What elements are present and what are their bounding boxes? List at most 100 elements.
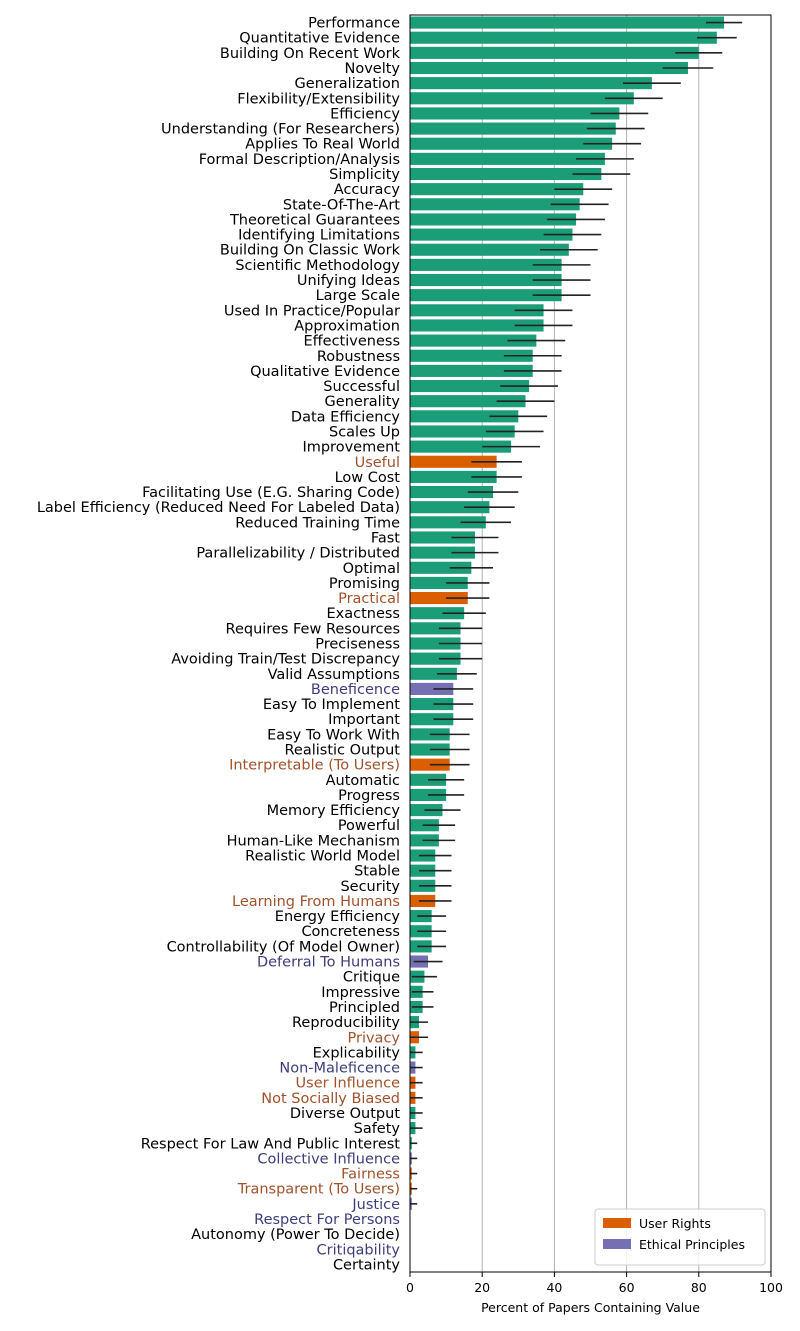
category-label-transparent-to-users: Transparent (To Users) xyxy=(237,1182,400,1198)
bar-applies-to-real-world xyxy=(410,137,613,150)
category-label-critiqability: Critiqability xyxy=(317,1242,401,1258)
category-label-valid-assumptions: Valid Assumptions xyxy=(268,667,400,683)
bar-generality xyxy=(410,395,526,408)
bar-data-efficiency xyxy=(410,410,519,423)
category-label-label-efficiency-reduced-need-for-labeled-data: Label Efficiency (Reduced Need For Label… xyxy=(37,500,400,516)
category-label-novelty: Novelty xyxy=(344,61,400,77)
category-label-security: Security xyxy=(340,879,400,895)
category-label-fast: Fast xyxy=(371,530,400,546)
category-label-fairness: Fairness xyxy=(341,1167,400,1183)
category-label-useful: Useful xyxy=(355,455,400,471)
category-label-qualitative-evidence: Qualitative Evidence xyxy=(250,364,400,380)
category-label-approximation: Approximation xyxy=(294,318,400,334)
bar-scales-up xyxy=(410,425,515,438)
bar-beneficence xyxy=(410,682,454,695)
bar-important xyxy=(410,713,454,726)
legend-swatch-user-rights xyxy=(603,1218,631,1228)
category-label-data-efficiency: Data Efficiency xyxy=(291,409,400,425)
category-label-preciseness: Preciseness xyxy=(315,637,400,653)
bar-reduced-training-time xyxy=(410,516,486,529)
bar-performance xyxy=(410,16,725,29)
bar-useful xyxy=(410,455,497,468)
bar-formal-description-analysis xyxy=(410,152,605,165)
category-label-deferral-to-humans: Deferral To Humans xyxy=(257,955,400,971)
category-label-used-in-practice-popular: Used In Practice/Popular xyxy=(224,303,400,319)
category-label-justice: Justice xyxy=(351,1197,400,1213)
category-label-applies-to-real-world: Applies To Real World xyxy=(245,137,400,153)
bar-avoiding-train-test-discrepancy xyxy=(410,652,461,665)
x-tick-label-0: 0 xyxy=(406,1280,414,1295)
bar-label-efficiency-reduced-need-for-labeled-data xyxy=(410,501,490,514)
bar-scientific-methodology xyxy=(410,258,562,271)
bar-valid-assumptions xyxy=(410,667,457,680)
category-label-reproducibility: Reproducibility xyxy=(292,1015,400,1031)
category-label-critique: Critique xyxy=(343,970,400,986)
bar-robustness xyxy=(410,349,533,362)
bar-promising xyxy=(410,576,468,589)
category-label-progress: Progress xyxy=(338,788,400,804)
bar-successful xyxy=(410,379,530,393)
x-tick-label-100: 100 xyxy=(759,1280,783,1295)
category-label-not-socially-biased: Not Socially Biased xyxy=(261,1091,400,1107)
category-label-formal-description-analysis: Formal Description/Analysis xyxy=(199,152,400,168)
category-label-performance: Performance xyxy=(308,16,400,32)
bar-preciseness xyxy=(410,637,461,650)
bar-quantitative-evidence xyxy=(410,31,717,44)
bar-generalization xyxy=(410,77,652,90)
category-label-easy-to-work-with: Easy To Work With xyxy=(267,727,400,743)
category-label-robustness: Robustness xyxy=(317,349,400,365)
bar-understanding-for-researchers xyxy=(410,122,616,135)
bar-interpretable-to-users xyxy=(410,758,450,771)
category-label-theoretical-guarantees: Theoretical Guarantees xyxy=(229,212,400,228)
bar-state-of-the-art xyxy=(410,198,580,211)
x-tick-label-40: 40 xyxy=(546,1280,562,1295)
bar-requires-few-resources xyxy=(410,622,461,635)
category-label-principled: Principled xyxy=(329,1000,400,1016)
category-label-generalization: Generalization xyxy=(295,76,400,92)
category-label-energy-efficiency: Energy Efficiency xyxy=(275,909,401,925)
category-label-certainty: Certainty xyxy=(333,1257,400,1273)
category-label-flexibility-extensibility: Flexibility/Extensibility xyxy=(237,91,400,107)
category-label-beneficence: Beneficence xyxy=(311,682,400,698)
category-label-stable: Stable xyxy=(354,864,400,880)
bar-qualitative-evidence xyxy=(410,364,533,377)
category-label-low-cost: Low Cost xyxy=(335,470,401,486)
bar-low-cost xyxy=(410,470,497,483)
category-label-optimal: Optimal xyxy=(343,561,400,577)
category-label-respect-for-persons: Respect For Persons xyxy=(254,1212,400,1228)
bar-parallelizability-distributed xyxy=(410,546,475,559)
category-label-respect-for-law-and-public-interest: Respect For Law And Public Interest xyxy=(141,1136,401,1152)
x-tick-label-60: 60 xyxy=(619,1280,635,1295)
category-label-concreteness: Concreteness xyxy=(301,924,400,940)
category-label-state-of-the-art: State-Of-The-Art xyxy=(283,197,400,213)
bar-exactness xyxy=(410,607,465,620)
category-label-memory-efficiency: Memory Efficiency xyxy=(267,803,401,819)
bar-flexibility-extensibility xyxy=(410,92,634,105)
bar-effectiveness xyxy=(410,334,537,347)
category-label-diverse-output: Diverse Output xyxy=(290,1106,400,1122)
error-bars xyxy=(410,21,743,1205)
x-axis-label: Percent of Papers Containing Value xyxy=(481,1300,700,1315)
category-label-successful: Successful xyxy=(323,379,400,395)
category-label-automatic: Automatic xyxy=(326,773,400,789)
bar-facilitating-use-e-g-sharing-code xyxy=(410,485,494,499)
category-label-promising: Promising xyxy=(329,576,400,592)
category-label-accuracy: Accuracy xyxy=(334,182,401,198)
category-label-controllability-of-model-owner: Controllability (Of Model Owner) xyxy=(167,939,400,955)
plot-frame xyxy=(409,14,772,1273)
bar-easy-to-work-with xyxy=(410,728,450,741)
bar-approximation xyxy=(410,319,544,332)
category-label-easy-to-implement: Easy To Implement xyxy=(263,697,400,713)
bar-used-in-practice-popular xyxy=(410,304,544,317)
bar-fast xyxy=(410,531,475,544)
category-label-scales-up: Scales Up xyxy=(329,424,400,440)
x-tick-label-80: 80 xyxy=(691,1280,707,1295)
legend-swatch-ethical-principles xyxy=(603,1239,631,1249)
category-label-collective-influence: Collective Influence xyxy=(257,1151,400,1167)
bar-identifying-limitations xyxy=(410,228,573,241)
bar-theoretical-guarantees xyxy=(410,213,577,226)
category-label-efficiency: Efficiency xyxy=(330,106,400,122)
legend-label-ethical-principles: Ethical Principles xyxy=(639,1237,745,1252)
category-label-identifying-limitations: Identifying Limitations xyxy=(238,228,400,244)
category-label-safety: Safety xyxy=(354,1121,401,1137)
